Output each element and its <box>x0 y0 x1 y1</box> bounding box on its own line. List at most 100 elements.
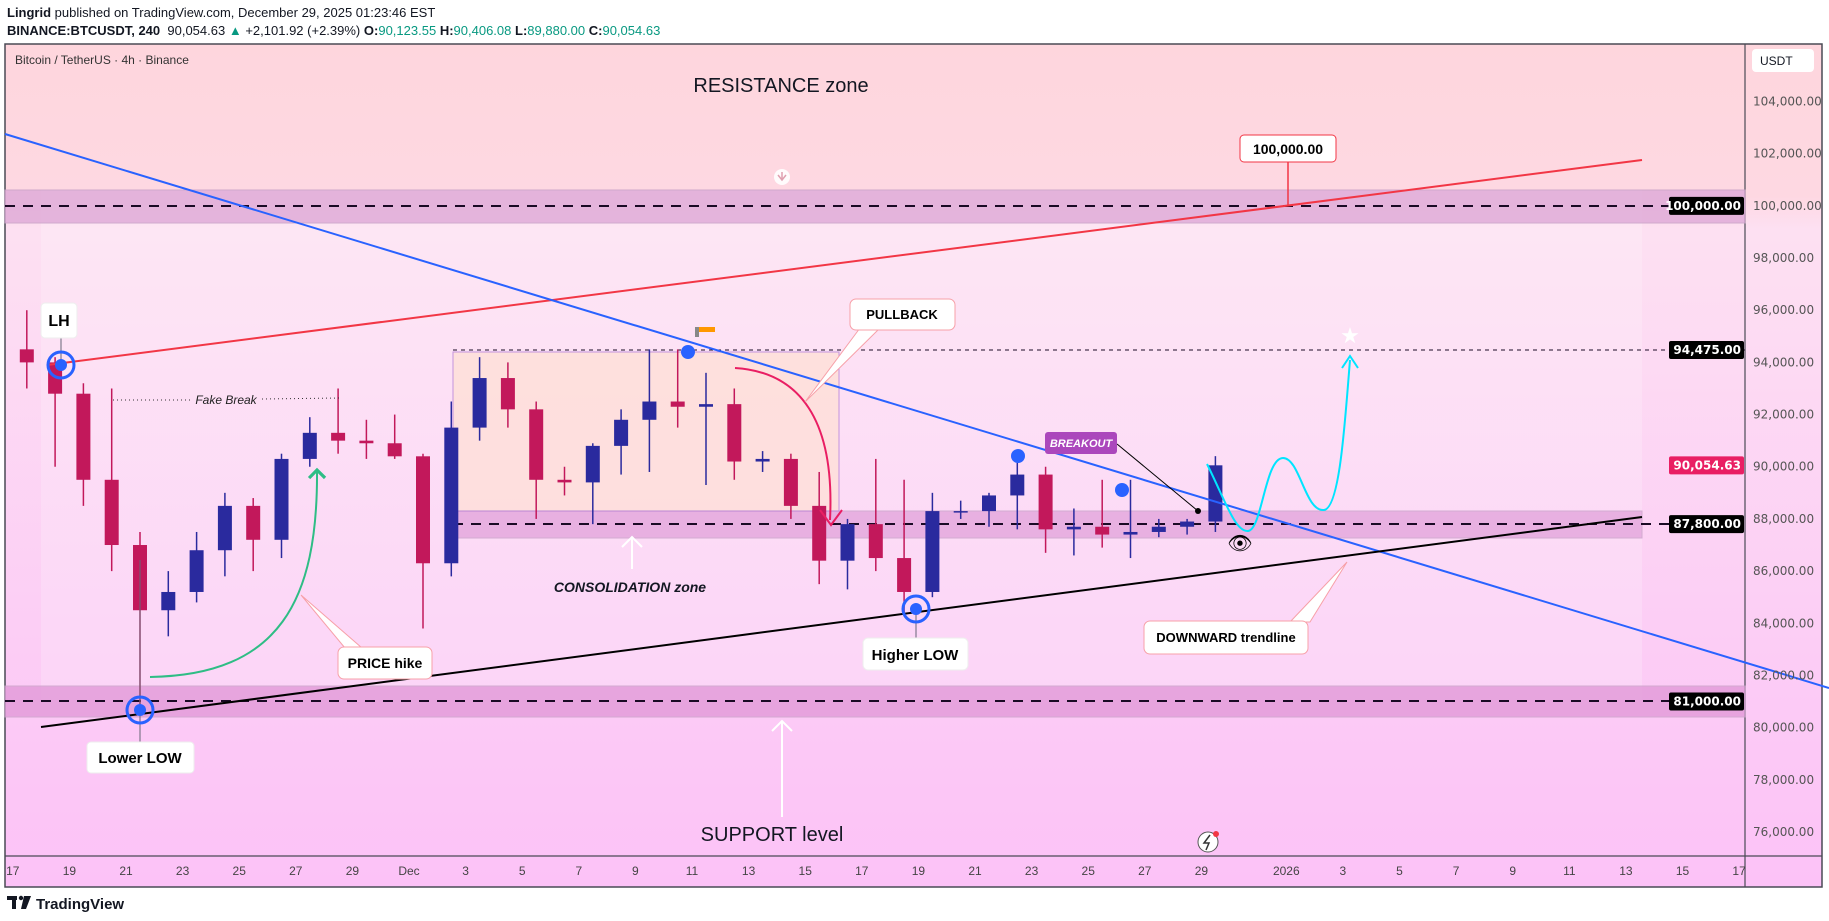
candle-body <box>472 378 487 428</box>
candle-body <box>727 404 742 462</box>
time-tick-label: 21 <box>119 864 133 878</box>
red-trendline[interactable] <box>46 159 1643 366</box>
candle-body <box>387 443 402 457</box>
candle-body <box>812 505 827 561</box>
candle-body <box>416 456 430 564</box>
lightning-icon[interactable] <box>1197 831 1219 853</box>
candle <box>331 388 346 454</box>
close-value: 90,054.63 <box>602 23 661 38</box>
time-tick-label: 17 <box>1732 864 1746 878</box>
trendline-touch-point[interactable] <box>681 345 695 359</box>
candle-body <box>1038 474 1053 530</box>
candle-body <box>699 404 713 407</box>
candle-body <box>1208 465 1223 522</box>
price-tag: 87,800.00 <box>1669 515 1744 534</box>
candle-body <box>868 524 883 559</box>
candle <box>982 492 996 527</box>
candle-body <box>982 495 996 512</box>
candle <box>529 401 544 519</box>
pullback-arrow[interactable] <box>734 367 832 521</box>
currency-label: USDT <box>1760 54 1793 68</box>
support-up-arrow-icon <box>771 719 793 817</box>
open-value: 90,123.55 <box>378 23 437 38</box>
candle-body <box>274 458 289 540</box>
time-axis[interactable]: 17 19 21 23 25 27 29 Dec 3 5 7 9 11 13 15 17 19 21 23 25 27 2… <box>6 864 1746 878</box>
rising-support-trendline[interactable] <box>40 516 1643 728</box>
candle <box>670 349 685 428</box>
price-tick-label: 76,000.00 <box>1753 825 1814 839</box>
lower-low-callout[interactable]: Lower LOW <box>86 741 195 774</box>
candle <box>387 414 402 459</box>
candle <box>642 349 657 472</box>
pullback-callout[interactable]: PULLBACK <box>804 298 956 403</box>
time-tick-label: 5 <box>1396 864 1403 878</box>
symbol-info: BINANCE:BTCUSDT, 240 90,054.63 ▲ +2,101.… <box>7 23 660 38</box>
tv-logo-icon <box>7 895 31 909</box>
time-tick-label: 13 <box>1619 864 1633 878</box>
candle <box>274 453 289 559</box>
symbol-label: BINANCE:BTCUSDT, 240 <box>7 23 161 38</box>
candle <box>161 571 176 637</box>
price-axis[interactable]: 104,000.00 102,000.00 100,000.00 98,000.00 9… <box>1753 95 1822 839</box>
price-tag-label: 94,475.00 <box>1673 343 1741 357</box>
time-tick-label: 5 <box>519 864 526 878</box>
trendline-touch-point[interactable] <box>1011 449 1025 463</box>
candle-body <box>161 591 176 611</box>
price-tag-bg <box>1669 692 1744 711</box>
price-tick-label: 98,000.00 <box>1753 251 1814 265</box>
candle <box>416 453 430 629</box>
price-tag-bg <box>1669 515 1744 534</box>
candle-body <box>1151 526 1166 532</box>
high-value: 90,406.08 <box>453 23 512 38</box>
candle-body <box>1180 521 1195 527</box>
candle <box>897 479 912 616</box>
price-tick-label: 90,000.00 <box>1753 460 1814 474</box>
tradingview-logo[interactable]: TradingView <box>7 895 124 913</box>
candle-body <box>1010 474 1025 496</box>
higher-low-callout[interactable]: Higher LOW <box>862 637 969 671</box>
price-tick-label: 104,000.00 <box>1753 95 1822 109</box>
price-tag: 81,000.00 <box>1669 692 1744 711</box>
candle-body <box>302 432 317 459</box>
projection-path[interactable] <box>1206 359 1351 533</box>
currency-selector[interactable]: USDT <box>1752 49 1814 72</box>
open-label: O: <box>363 23 379 38</box>
consolidation-box[interactable] <box>452 351 840 512</box>
candle-body <box>925 511 940 592</box>
lower-low-label: Lower LOW <box>98 750 182 767</box>
price-tag: 100,000.00 <box>1665 196 1744 215</box>
candle <box>868 458 883 572</box>
chart-pane[interactable] <box>4 43 1823 888</box>
higher-low-marker[interactable] <box>901 594 931 638</box>
target-callout[interactable]: 100,000.00 <box>1239 134 1337 206</box>
low-label: L: <box>515 23 528 38</box>
time-tick-label: 9 <box>1509 864 1516 878</box>
price-hike-arrow[interactable] <box>149 467 327 678</box>
arrow-down-circle-icon[interactable] <box>774 169 790 185</box>
candle-body <box>1066 526 1081 530</box>
breakout-callout[interactable]: BREAKOUT <box>1045 432 1201 514</box>
downward-trendline[interactable] <box>4 133 1829 689</box>
candle <box>217 492 232 577</box>
lh-callout[interactable]: LH <box>40 302 78 339</box>
price-tag: 90,054.63 <box>1669 456 1744 475</box>
price-tick-label: 84,000.00 <box>1753 616 1814 630</box>
lower-low-marker[interactable] <box>125 560 155 742</box>
consolidation-up-arrow-icon <box>621 535 643 569</box>
consolidation-zone-label: CONSOLIDATION zone <box>554 579 706 595</box>
lh-marker[interactable] <box>46 338 76 380</box>
price-tick-label: 94,000.00 <box>1753 355 1814 369</box>
price-tag-bg <box>1669 340 1744 359</box>
price-hike-callout[interactable]: PRICE hike <box>300 594 433 680</box>
time-tick-label: 27 <box>1138 864 1152 878</box>
downward-trendline-callout[interactable]: DOWNWARD trendline <box>1143 561 1348 655</box>
time-tick-label: Dec <box>398 864 419 878</box>
time-tick-label: 27 <box>289 864 303 878</box>
author-name[interactable]: Lingrid <box>7 5 52 20</box>
trendline-touch-point[interactable] <box>1115 483 1129 497</box>
pullback-label: PULLBACK <box>866 307 938 322</box>
candle-body <box>331 432 346 441</box>
candle-body <box>953 511 968 513</box>
eye-icon: 👁 <box>1227 533 1252 555</box>
